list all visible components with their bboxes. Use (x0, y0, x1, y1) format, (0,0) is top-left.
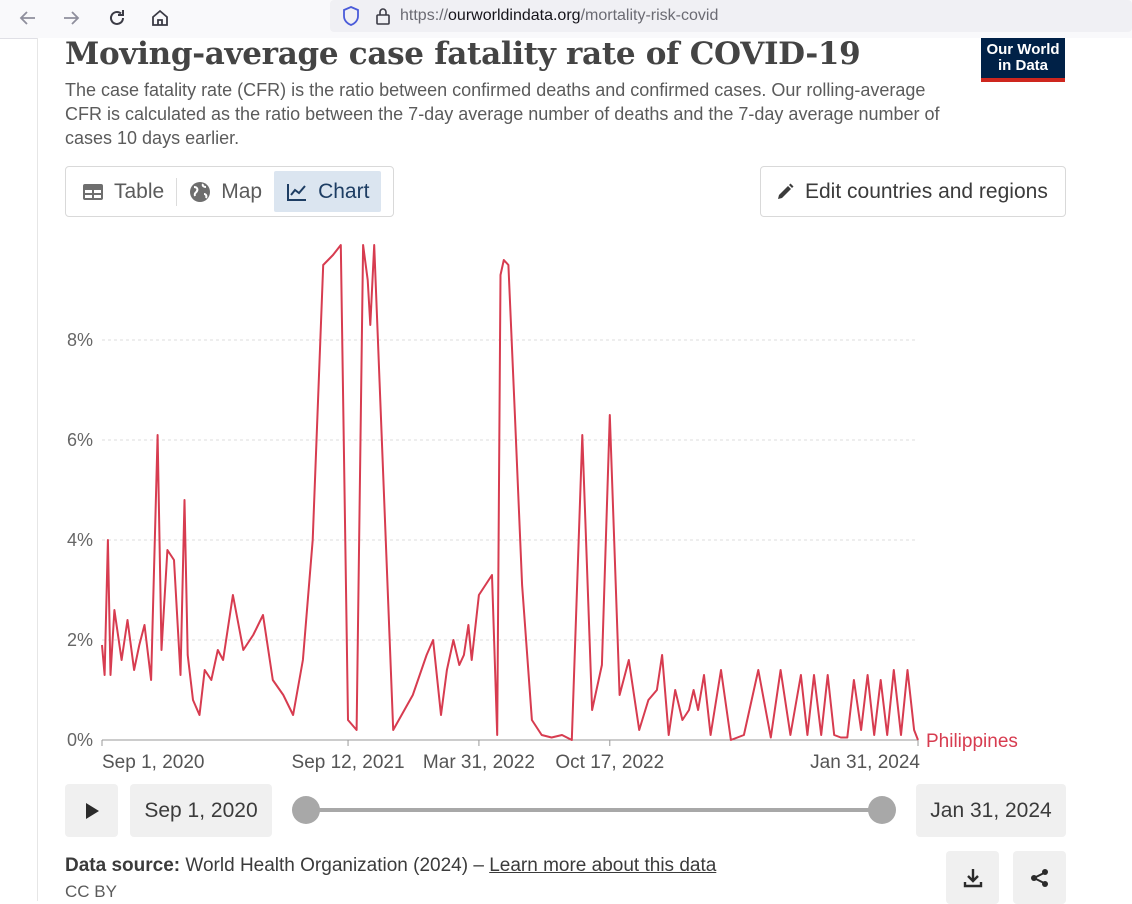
y-tick-label: 6% (67, 430, 93, 450)
address-bar[interactable]: https://ourworldindata.org/mortality-ris… (330, 0, 1132, 32)
chart-subtitle: The case fatality rate (CFR) is the rati… (65, 80, 940, 148)
url-text[interactable]: https://ourworldindata.org/mortality-ris… (400, 7, 718, 25)
browser-toolbar: https://ourworldindata.org/mortality-ris… (0, 0, 1132, 39)
cfr-line-chart[interactable]: 0% 2% 4% 6% 8% Sep 1, 2020 Sep 12, 2021 Mar 31… (0, 230, 1132, 790)
home-icon[interactable] (146, 4, 174, 32)
url-prefix: https:// (400, 7, 449, 24)
x-tick-label: Mar 31, 2022 (423, 752, 535, 773)
edit-countries-label: Edit countries and regions (805, 179, 1048, 203)
x-tick-label: Sep 1, 2020 (102, 752, 204, 773)
source-label: Data source: (65, 855, 181, 876)
tab-chart[interactable]: Chart (274, 171, 382, 212)
tab-chart-label: Chart (318, 179, 370, 203)
license-text: CC BY (65, 882, 117, 901)
chart-gridlines (102, 339, 918, 741)
timeline-end-handle[interactable] (868, 796, 896, 824)
reload-icon[interactable] (103, 4, 131, 32)
logo-line-1: Our World (986, 41, 1060, 58)
timeline-end-date[interactable]: Jan 31, 2024 (916, 784, 1066, 837)
data-source: Data source: World Health Organization (… (65, 855, 716, 877)
url-host: ourworldindata.org (448, 7, 581, 24)
tab-map-label: Map (221, 179, 263, 203)
y-tick-label: 0% (67, 730, 93, 750)
play-button[interactable] (65, 784, 118, 837)
play-icon (85, 802, 99, 819)
view-tabs: Table Map Chart (65, 166, 394, 217)
tab-table-label: Table (114, 179, 165, 203)
x-axis-ticks: Sep 1, 2020 Sep 12, 2021 Mar 31, 2022 Oct 1… (101, 740, 920, 773)
forward-arrow-icon[interactable] (57, 4, 85, 32)
owid-logo[interactable]: Our World in Data (981, 38, 1065, 82)
source-text: World Health Organization (2024) – (185, 855, 484, 876)
pencil-icon (778, 183, 794, 199)
tab-divider (176, 177, 178, 206)
table-icon (83, 183, 103, 200)
page-title: Moving-average case fatality rate of COV… (65, 36, 861, 72)
download-icon (963, 868, 982, 887)
timeline-start-handle[interactable] (292, 796, 320, 824)
timeline-track[interactable] (306, 808, 882, 812)
download-button[interactable] (946, 851, 999, 904)
x-tick-label: Oct 17, 2022 (555, 752, 664, 773)
timeline-start-date[interactable]: Sep 1, 2020 (130, 784, 272, 837)
globe-icon (190, 181, 211, 202)
x-tick-label: Jan 31, 2024 (810, 752, 920, 773)
series-line-philippines[interactable] (101, 244, 919, 741)
learn-more-link[interactable]: Learn more about this data (489, 855, 717, 876)
url-path: /mortality-risk-covid (580, 7, 719, 24)
series-label-philippines[interactable]: Philippines (926, 731, 1018, 752)
y-tick-label: 4% (67, 530, 93, 550)
back-arrow-icon[interactable] (14, 4, 42, 32)
y-axis-ticks: 0% 2% 4% 6% 8% (67, 330, 93, 750)
logo-line-2: in Data (997, 57, 1048, 74)
y-tick-label: 2% (67, 630, 93, 650)
share-button[interactable] (1013, 851, 1066, 904)
tab-map[interactable]: Map (177, 171, 274, 212)
tab-table[interactable]: Table (70, 171, 176, 212)
y-tick-label: 8% (67, 330, 93, 350)
lock-icon[interactable] (372, 5, 394, 27)
line-chart-icon (287, 183, 307, 201)
x-tick-label: Sep 12, 2021 (292, 752, 405, 773)
share-icon (1030, 868, 1048, 887)
edit-countries-button[interactable]: Edit countries and regions (760, 166, 1066, 217)
shield-icon[interactable] (340, 5, 362, 27)
series-lines (101, 244, 919, 741)
